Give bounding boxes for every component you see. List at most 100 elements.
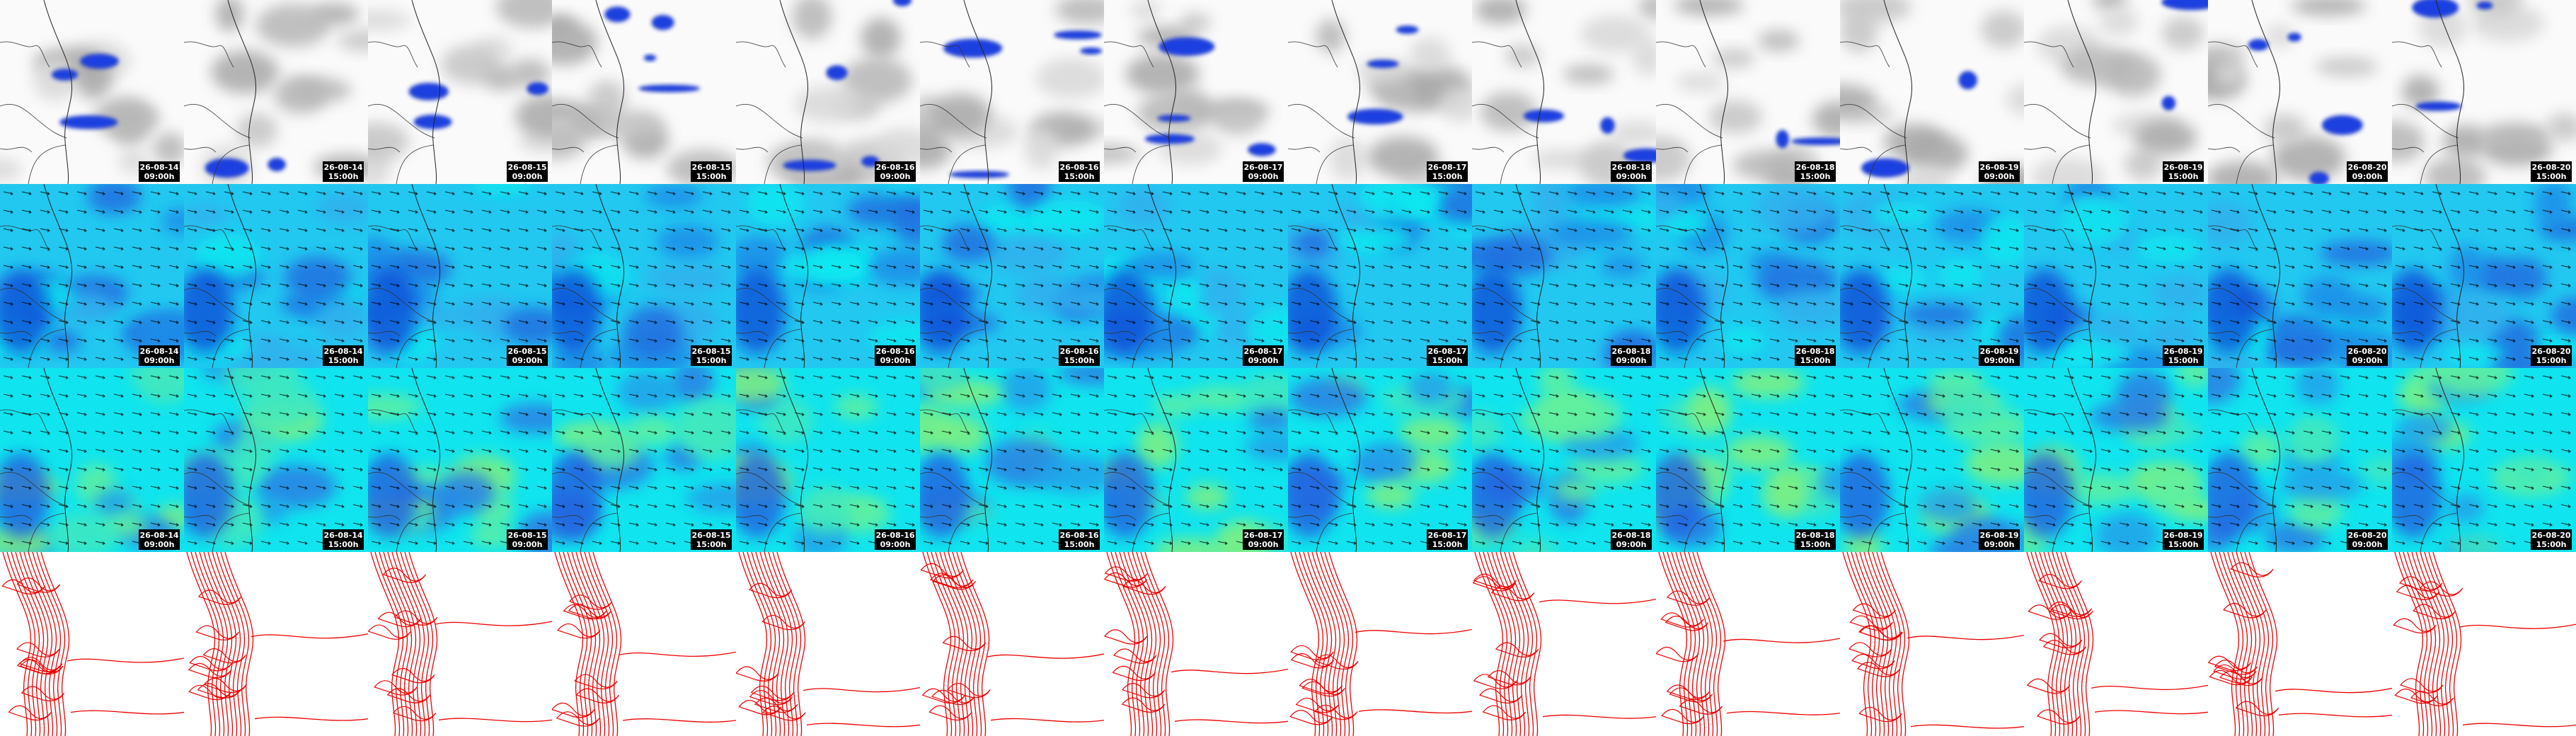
label-date: 26-08-14 <box>139 531 178 540</box>
label-time: 15:00h <box>696 540 727 549</box>
isobar <box>1849 615 1894 631</box>
label-date: 26-08-16 <box>1059 531 1098 540</box>
wind-vectors <box>552 184 736 368</box>
tile-background <box>2208 552 2392 736</box>
label-box <box>691 529 732 550</box>
wind-vectors <box>184 184 368 368</box>
field-blob <box>1632 37 1656 76</box>
tile-content <box>1656 368 1840 552</box>
isobar <box>806 723 920 728</box>
label-box <box>139 161 180 182</box>
wind-vectors <box>184 368 368 552</box>
label-date: 26-08-19 <box>2163 347 2202 356</box>
tile-content <box>0 0 184 184</box>
rain-area <box>638 84 700 93</box>
field-blob <box>1840 10 1878 53</box>
rain-area <box>2161 0 2208 11</box>
tile-content <box>1104 184 1288 368</box>
label-date: 26-08-20 <box>2531 531 2570 540</box>
tile-background <box>1840 552 2024 736</box>
isobar <box>1174 719 1288 724</box>
label-date: 26-08-15 <box>507 531 546 540</box>
wind-vectors <box>1288 368 1472 552</box>
tile-content <box>1840 552 2024 736</box>
tile-background <box>1472 552 1656 736</box>
isobar <box>1171 668 1288 674</box>
label-date: 26-08-16 <box>875 163 914 172</box>
isobar <box>2042 640 2087 655</box>
label-time: 15:00h <box>1800 172 1831 181</box>
label-date: 26-08-20 <box>2347 347 2386 356</box>
field-blob <box>1981 10 2024 49</box>
rain-area <box>1157 115 1191 122</box>
tile-content <box>2024 0 2208 184</box>
isobar <box>2028 604 2071 620</box>
field-blob <box>1675 73 1726 92</box>
field-blob <box>1708 100 1762 134</box>
tile-background <box>368 552 552 736</box>
isobar <box>254 716 368 721</box>
field-blob <box>337 30 368 52</box>
isobar <box>1122 683 1166 698</box>
rain-area <box>604 6 631 23</box>
tile-background <box>2392 552 2576 736</box>
isobar <box>761 614 805 631</box>
label-time: 15:00h <box>696 172 727 181</box>
isobar <box>2036 709 2081 725</box>
wind-vectors <box>920 184 1104 368</box>
rain-area <box>1791 137 1840 146</box>
isobar <box>1482 705 1526 720</box>
label-box <box>2163 529 2204 550</box>
rain-area <box>1347 108 1403 125</box>
tile-content <box>1472 0 1656 184</box>
wind-vectors <box>2392 368 2576 552</box>
label-box <box>1795 345 1836 366</box>
label-date: 26-08-16 <box>1059 347 1098 356</box>
label-time: 09:00h <box>512 540 543 549</box>
wind-vectors <box>1104 368 1288 552</box>
isobar <box>1290 645 1334 661</box>
isobar <box>1666 590 1710 606</box>
field-blob <box>2134 120 2197 156</box>
rain-area <box>892 0 912 6</box>
isobar <box>1473 573 1517 590</box>
isobar <box>8 705 52 721</box>
tile-content <box>1288 368 1472 552</box>
tile-content <box>1472 368 1656 552</box>
label-date: 26-08-19 <box>2163 531 2202 540</box>
tile-content <box>184 184 368 368</box>
label-time: 09:00h <box>880 540 911 549</box>
field-blob <box>255 4 330 47</box>
tile-content <box>184 0 368 184</box>
field-blob <box>2030 157 2105 184</box>
isobar <box>736 666 779 682</box>
isobar <box>2048 602 2093 617</box>
field-blob <box>1137 93 1214 133</box>
field-blob <box>1474 0 1526 24</box>
field-blob <box>1329 137 1367 180</box>
label-date: 26-08-14 <box>323 163 362 172</box>
field-blob <box>931 93 991 135</box>
map-tile <box>552 552 736 736</box>
tile-content <box>736 0 920 184</box>
label-time: 15:00h <box>1432 172 1463 181</box>
tile-content <box>1104 0 1288 184</box>
wind-vectors <box>1472 184 1656 368</box>
isobar <box>251 633 368 639</box>
isobar <box>987 653 1104 659</box>
field-blob <box>861 18 901 59</box>
tile-background <box>736 552 920 736</box>
rain-area <box>1958 71 1977 90</box>
label-time: 09:00h <box>144 356 175 365</box>
tile-content <box>1104 368 1288 552</box>
label-date: 26-08-16 <box>875 347 914 356</box>
field-blob <box>1757 30 1800 52</box>
